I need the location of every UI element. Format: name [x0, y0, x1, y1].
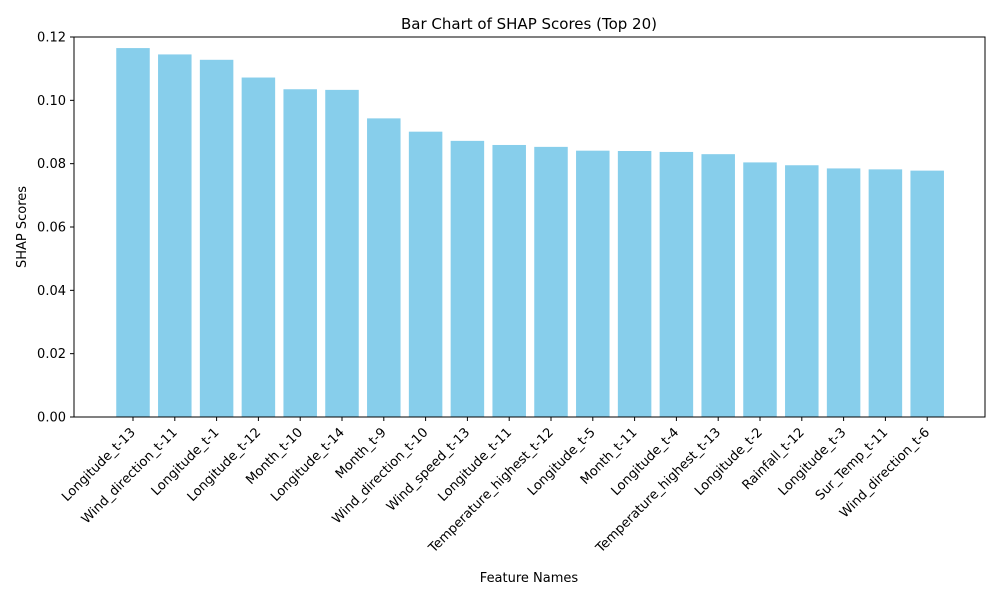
bar-14	[659, 151, 694, 417]
plot-frame	[73, 36, 986, 418]
bar-12	[576, 150, 610, 417]
bar-13	[617, 151, 652, 417]
y-tick-label-2: 0.04	[37, 284, 66, 299]
y-tick-label-1: 0.02	[37, 347, 66, 362]
bar-6	[325, 89, 359, 417]
bar-2	[158, 54, 192, 418]
bar-17	[785, 165, 819, 417]
bar-19	[868, 169, 903, 417]
x-tick-label-4: Longitude_t-12	[185, 425, 265, 505]
y-tick-label-5: 0.10	[37, 94, 66, 109]
x-tick-label-6: Longitude_t-14	[268, 425, 348, 505]
bar-15	[701, 154, 735, 418]
bar-4	[241, 77, 276, 417]
bar-18	[826, 168, 861, 417]
bar-20	[910, 170, 944, 417]
bar-9	[450, 140, 485, 417]
bar-8	[408, 131, 443, 417]
x-axis-title: Feature Names	[480, 571, 579, 586]
bar-1	[116, 48, 150, 417]
bar-7	[367, 118, 401, 417]
x-tick-label-10: Longitude_t-11	[435, 425, 515, 505]
bar-5	[283, 89, 317, 417]
y-tick-label-3: 0.06	[37, 221, 66, 236]
x-tick-label-19: Sur_Temp_t-11	[813, 425, 891, 503]
x-axis: Longitude_t-13Wind_direction_t-11Longitu…	[59, 417, 933, 557]
x-tick-label-1: Longitude_t-13	[59, 425, 139, 505]
y-axis: 0.00 0.02 0.04 0.06 0.08 0.10 0.12	[37, 31, 74, 426]
bars-layer	[116, 48, 944, 418]
y-tick-label-0: 0.00	[37, 411, 66, 426]
bar-10	[492, 144, 526, 418]
bar-3	[199, 59, 234, 418]
bar-11	[534, 146, 568, 417]
y-axis-title: SHAP Scores	[15, 186, 30, 268]
bar-16	[743, 162, 777, 417]
y-tick-label-4: 0.08	[37, 157, 66, 172]
y-tick-label-6: 0.12	[37, 31, 66, 46]
chart-title: Bar Chart of SHAP Scores (Top 20)	[401, 15, 657, 33]
